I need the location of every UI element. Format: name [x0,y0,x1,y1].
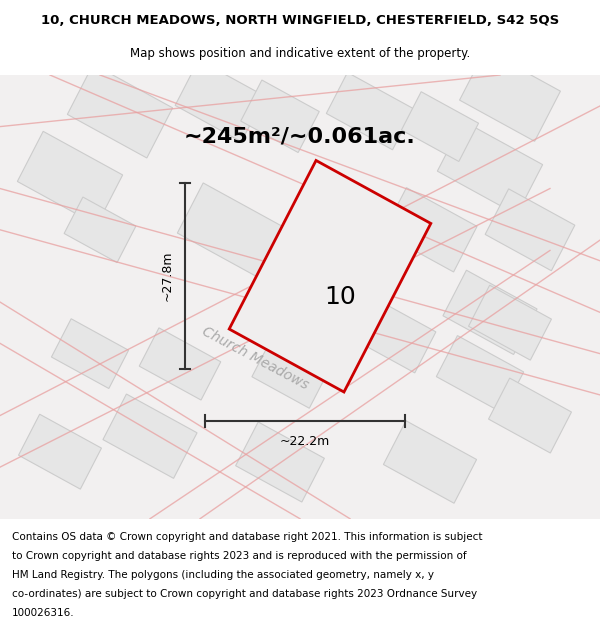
Polygon shape [344,293,436,373]
Polygon shape [383,188,477,272]
Polygon shape [19,414,101,489]
Polygon shape [443,270,537,354]
Polygon shape [17,131,122,225]
Polygon shape [485,189,575,271]
Polygon shape [469,285,551,360]
Text: ~245m²/~0.061ac.: ~245m²/~0.061ac. [184,127,416,147]
Text: HM Land Registry. The polygons (including the associated geometry, namely x, y: HM Land Registry. The polygons (includin… [12,570,434,580]
Text: to Crown copyright and database rights 2023 and is reproduced with the permissio: to Crown copyright and database rights 2… [12,551,467,561]
Polygon shape [178,183,283,277]
Text: ~27.8m: ~27.8m [161,251,173,301]
Polygon shape [236,422,325,502]
Polygon shape [67,64,173,158]
Text: ~22.2m: ~22.2m [280,435,330,448]
Text: 10: 10 [324,285,356,309]
Text: Church Meadows: Church Meadows [199,325,311,393]
Text: co-ordinates) are subject to Crown copyright and database rights 2023 Ordnance S: co-ordinates) are subject to Crown copyr… [12,589,477,599]
Polygon shape [436,336,524,413]
Polygon shape [383,421,476,503]
Polygon shape [241,80,319,152]
Polygon shape [139,328,221,400]
Polygon shape [488,378,571,453]
Polygon shape [103,394,197,478]
Polygon shape [326,72,413,150]
Polygon shape [229,161,431,392]
Text: 10, CHURCH MEADOWS, NORTH WINGFIELD, CHESTERFIELD, S42 5QS: 10, CHURCH MEADOWS, NORTH WINGFIELD, CHE… [41,14,559,28]
Polygon shape [52,319,128,389]
Polygon shape [437,121,542,215]
Polygon shape [401,92,479,161]
Text: 100026316.: 100026316. [12,608,74,618]
Polygon shape [460,50,560,141]
Polygon shape [252,340,328,408]
Text: Map shows position and indicative extent of the property.: Map shows position and indicative extent… [130,48,470,61]
Text: Contains OS data © Crown copyright and database right 2021. This information is : Contains OS data © Crown copyright and d… [12,531,482,541]
Polygon shape [175,60,265,142]
Polygon shape [64,197,136,262]
